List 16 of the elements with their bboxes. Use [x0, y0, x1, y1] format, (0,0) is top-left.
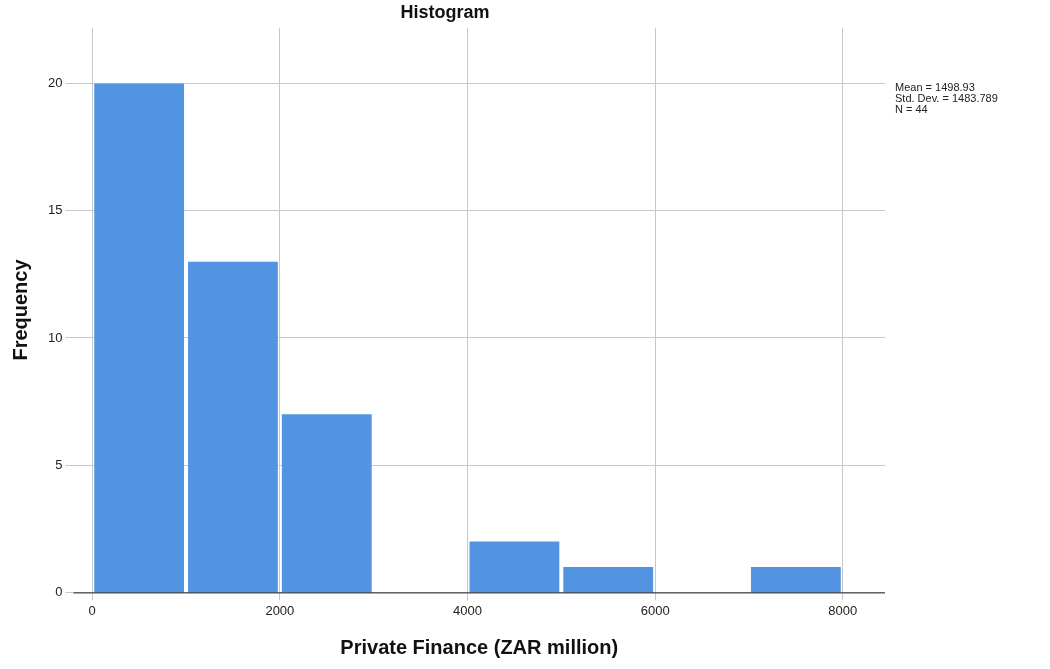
x-axis-title: Private Finance (ZAR million)	[340, 635, 619, 658]
y-tick-label: 15	[47, 202, 63, 218]
x-tick-label: 6000	[640, 602, 670, 618]
text: N = 44	[895, 103, 928, 116]
y-tick-label: 10	[47, 329, 63, 345]
x-tick-label: 0	[88, 602, 96, 618]
y-tick-label: 5	[55, 456, 63, 472]
y-tick-label: 0	[55, 583, 63, 599]
x-tick-label: 8000	[828, 602, 858, 618]
x-tick-label: 2000	[265, 602, 295, 618]
x-tick-label: 4000	[453, 602, 482, 618]
text: Std. Dev. = 1483.789	[895, 92, 998, 105]
chart-title: Histogram	[400, 1, 490, 22]
y-axis-title: Frequency	[8, 258, 31, 361]
text: Mean = 1498.93	[895, 81, 975, 94]
y-tick-label: 20	[47, 75, 63, 91]
